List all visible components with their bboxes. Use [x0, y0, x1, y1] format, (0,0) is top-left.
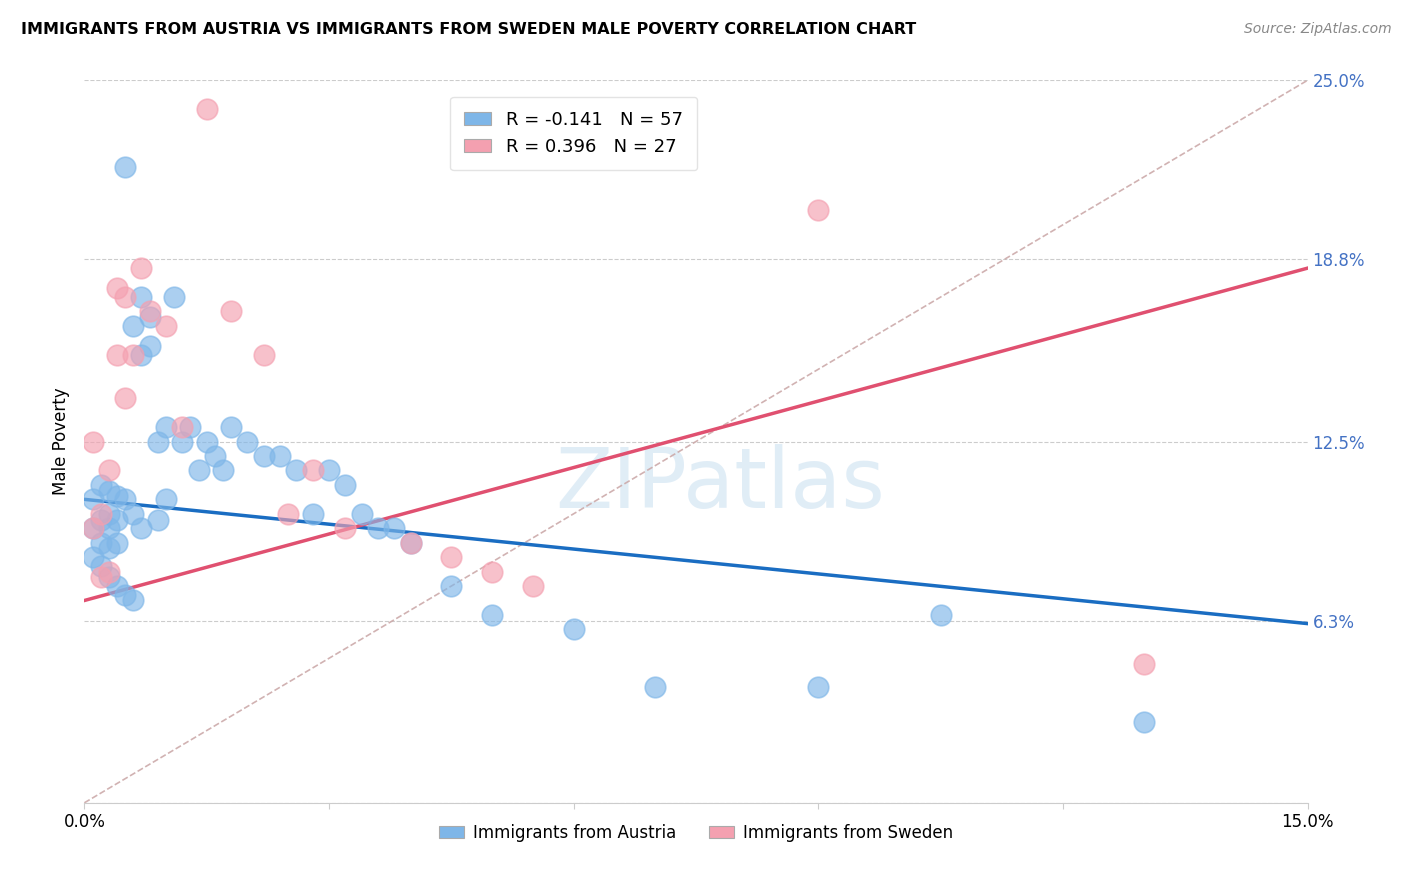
Point — [562, 623, 585, 637]
Point — [122, 593, 145, 607]
Point — [122, 318, 145, 333]
Point — [90, 558, 112, 573]
Point — [179, 420, 201, 434]
Point — [105, 512, 128, 526]
Point — [114, 492, 136, 507]
Point — [301, 463, 323, 477]
Point — [90, 570, 112, 584]
Point — [1133, 657, 1156, 671]
Point — [204, 449, 226, 463]
Point — [285, 463, 308, 477]
Point — [155, 318, 177, 333]
Point — [138, 304, 160, 318]
Point — [97, 463, 120, 477]
Point — [481, 607, 503, 622]
Point — [644, 680, 666, 694]
Point — [105, 281, 128, 295]
Point — [105, 348, 128, 362]
Point — [131, 521, 153, 535]
Point — [97, 483, 120, 498]
Point — [131, 290, 153, 304]
Point — [122, 348, 145, 362]
Point — [122, 507, 145, 521]
Point — [195, 434, 218, 449]
Point — [277, 507, 299, 521]
Point — [146, 512, 169, 526]
Point — [97, 521, 120, 535]
Text: ZIPatlas: ZIPatlas — [555, 444, 886, 525]
Point — [1133, 714, 1156, 729]
Point — [114, 160, 136, 174]
Legend: Immigrants from Austria, Immigrants from Sweden: Immigrants from Austria, Immigrants from… — [433, 817, 959, 848]
Y-axis label: Male Poverty: Male Poverty — [52, 388, 70, 495]
Point — [155, 420, 177, 434]
Point — [219, 420, 242, 434]
Point — [82, 550, 104, 565]
Point — [131, 261, 153, 276]
Point — [105, 579, 128, 593]
Point — [146, 434, 169, 449]
Point — [399, 535, 422, 549]
Point — [131, 348, 153, 362]
Point — [253, 348, 276, 362]
Point — [335, 478, 357, 492]
Point — [82, 521, 104, 535]
Point — [807, 680, 830, 694]
Point — [163, 290, 186, 304]
Point — [929, 607, 952, 622]
Point — [97, 541, 120, 556]
Point — [90, 512, 112, 526]
Point — [236, 434, 259, 449]
Point — [97, 570, 120, 584]
Point — [155, 492, 177, 507]
Point — [522, 579, 544, 593]
Point — [114, 290, 136, 304]
Point — [399, 535, 422, 549]
Point — [195, 102, 218, 116]
Point — [440, 550, 463, 565]
Point — [350, 507, 373, 521]
Point — [335, 521, 357, 535]
Point — [114, 588, 136, 602]
Point — [253, 449, 276, 463]
Point — [318, 463, 340, 477]
Point — [172, 434, 194, 449]
Point — [97, 565, 120, 579]
Point — [82, 521, 104, 535]
Point — [187, 463, 209, 477]
Point — [90, 535, 112, 549]
Point — [807, 203, 830, 218]
Point — [481, 565, 503, 579]
Point — [97, 507, 120, 521]
Point — [90, 507, 112, 521]
Point — [212, 463, 235, 477]
Point — [105, 535, 128, 549]
Point — [382, 521, 405, 535]
Point — [138, 310, 160, 325]
Text: IMMIGRANTS FROM AUSTRIA VS IMMIGRANTS FROM SWEDEN MALE POVERTY CORRELATION CHART: IMMIGRANTS FROM AUSTRIA VS IMMIGRANTS FR… — [21, 22, 917, 37]
Point — [82, 434, 104, 449]
Point — [138, 339, 160, 353]
Point — [90, 478, 112, 492]
Point — [367, 521, 389, 535]
Point — [105, 490, 128, 504]
Point — [440, 579, 463, 593]
Point — [219, 304, 242, 318]
Point — [269, 449, 291, 463]
Point — [301, 507, 323, 521]
Point — [114, 391, 136, 405]
Point — [82, 492, 104, 507]
Text: Source: ZipAtlas.com: Source: ZipAtlas.com — [1244, 22, 1392, 37]
Point — [172, 420, 194, 434]
